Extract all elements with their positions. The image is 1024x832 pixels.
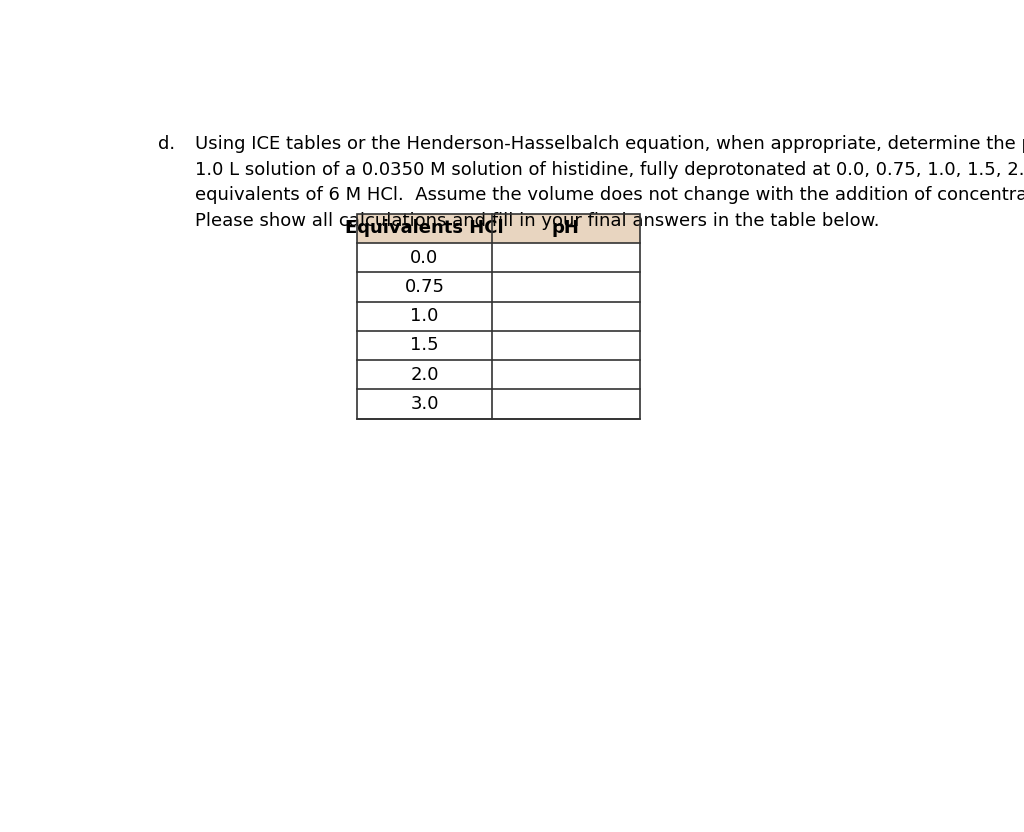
Text: Please show all calculations and fill in your final answers in the table below.: Please show all calculations and fill in… — [196, 212, 880, 230]
Text: Using ICE tables or the Henderson-Hasselbalch equation, when appropriate, determ: Using ICE tables or the Henderson-Hassel… — [196, 135, 1024, 153]
Bar — [356, 272, 640, 301]
Bar — [356, 331, 640, 360]
Text: 1.0 L solution of a 0.0350 M solution of histidine, fully deprotonated at 0.0, 0: 1.0 L solution of a 0.0350 M solution of… — [196, 161, 1024, 179]
Text: Equivalents HCl: Equivalents HCl — [345, 220, 504, 237]
Text: 1.0: 1.0 — [411, 307, 438, 325]
Text: 0.75: 0.75 — [404, 278, 444, 296]
Bar — [356, 360, 640, 389]
Text: 2.0: 2.0 — [411, 366, 438, 384]
Bar — [356, 301, 640, 331]
Text: 1.5: 1.5 — [411, 336, 438, 354]
Text: 0.0: 0.0 — [411, 249, 438, 267]
Text: pH: pH — [552, 220, 580, 237]
Bar — [356, 243, 640, 272]
Text: 3.0: 3.0 — [411, 395, 438, 413]
Bar — [356, 214, 640, 243]
Text: d.: d. — [158, 135, 175, 153]
Text: equivalents of 6 M HCl.  Assume the volume does not change with the addition of : equivalents of 6 M HCl. Assume the volum… — [196, 186, 1024, 205]
Bar — [356, 389, 640, 418]
